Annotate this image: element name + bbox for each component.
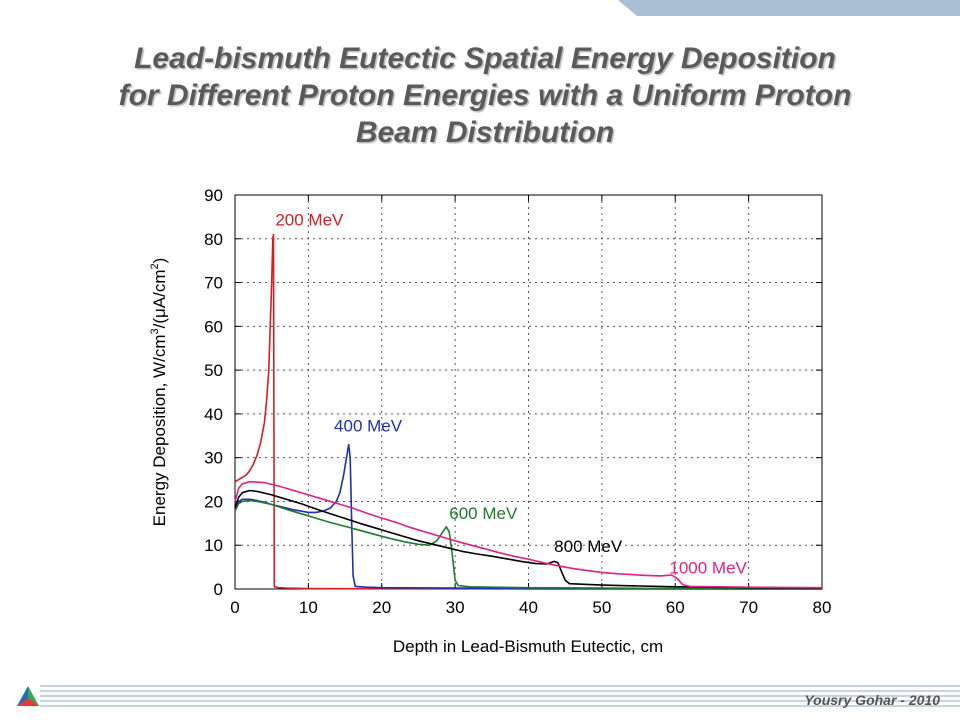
y-label-part-2: /( <box>150 318 169 329</box>
x-tick-label: 0 <box>230 598 239 617</box>
axis-ticks: 0 10 20 30 40 50 60 70 80 0 10 20 30 40 50 60 70 80 90 <box>204 186 831 617</box>
title-line-2: for Different Proton Energies with a Uni… <box>118 79 852 112</box>
series-layer: 200 MeV 400 MeV 600 MeV 800 MeV 1000 MeV <box>234 211 823 590</box>
energy-deposition-chart: 0 10 20 30 40 50 60 70 80 0 10 20 30 40 50 60 70 80 90 200… <box>149 186 831 656</box>
author-credit: Yousry Gohar - 2010 <box>804 692 940 708</box>
y-tick-label: 70 <box>204 274 223 293</box>
y-label-superscript-3: 3 <box>149 328 161 334</box>
series-line-800-mev <box>234 489 823 589</box>
title-line-1: Lead-bismuth Eutectic Spatial Energy Dep… <box>134 42 836 75</box>
argonne-logo-icon <box>17 686 39 706</box>
x-tick-label: 60 <box>666 598 685 617</box>
series-label-1000-mev: 1000 MeV <box>669 559 747 578</box>
y-label-mu: μ <box>150 308 169 318</box>
y-tick-label: 60 <box>204 317 223 336</box>
y-label-part-4: ) <box>150 258 169 264</box>
series-label-800-mev: 800 MeV <box>554 537 623 556</box>
y-label-part-3: A/cm <box>150 269 169 308</box>
y-label-part-1: Energy Deposition, W/cm <box>150 335 169 527</box>
y-tick-label: 10 <box>204 536 223 555</box>
series-line-1000-mev <box>234 480 823 589</box>
y-label-superscript-2: 2 <box>149 263 161 269</box>
x-tick-label: 30 <box>446 598 465 617</box>
x-tick-label: 70 <box>739 598 758 617</box>
series-label-600-mev: 600 MeV <box>449 504 518 523</box>
header-accent-band <box>618 0 960 16</box>
y-tick-label: 90 <box>204 186 223 205</box>
series-label-200-mev: 200 MeV <box>275 211 344 230</box>
y-tick-label: 40 <box>204 405 223 424</box>
x-tick-label: 50 <box>592 598 611 617</box>
y-tick-label: 50 <box>204 361 223 380</box>
y-tick-label: 30 <box>204 449 223 468</box>
series-line-600-mev <box>234 499 823 590</box>
x-tick-label: 40 <box>519 598 538 617</box>
slide-title: Lead-bismuth Eutectic Spatial Energy Dep… <box>40 40 930 151</box>
title-line-3: Beam Distribution <box>355 116 615 149</box>
plot-area <box>234 194 823 590</box>
x-tick-label: 10 <box>299 598 318 617</box>
x-tick-label: 20 <box>372 598 391 617</box>
x-axis-label: Depth in Lead-Bismuth Eutectic, cm <box>393 637 663 656</box>
y-axis-label: Energy Deposition, W/cm3/(μA/cm2) <box>149 258 169 527</box>
footer-decoration <box>40 685 960 707</box>
y-tick-label: 0 <box>214 580 223 599</box>
y-tick-label: 20 <box>204 492 223 511</box>
x-tick-label: 80 <box>813 598 832 617</box>
series-line-200-mev <box>234 233 822 590</box>
y-tick-label: 80 <box>204 230 223 249</box>
series-label-400-mev: 400 MeV <box>334 416 403 435</box>
